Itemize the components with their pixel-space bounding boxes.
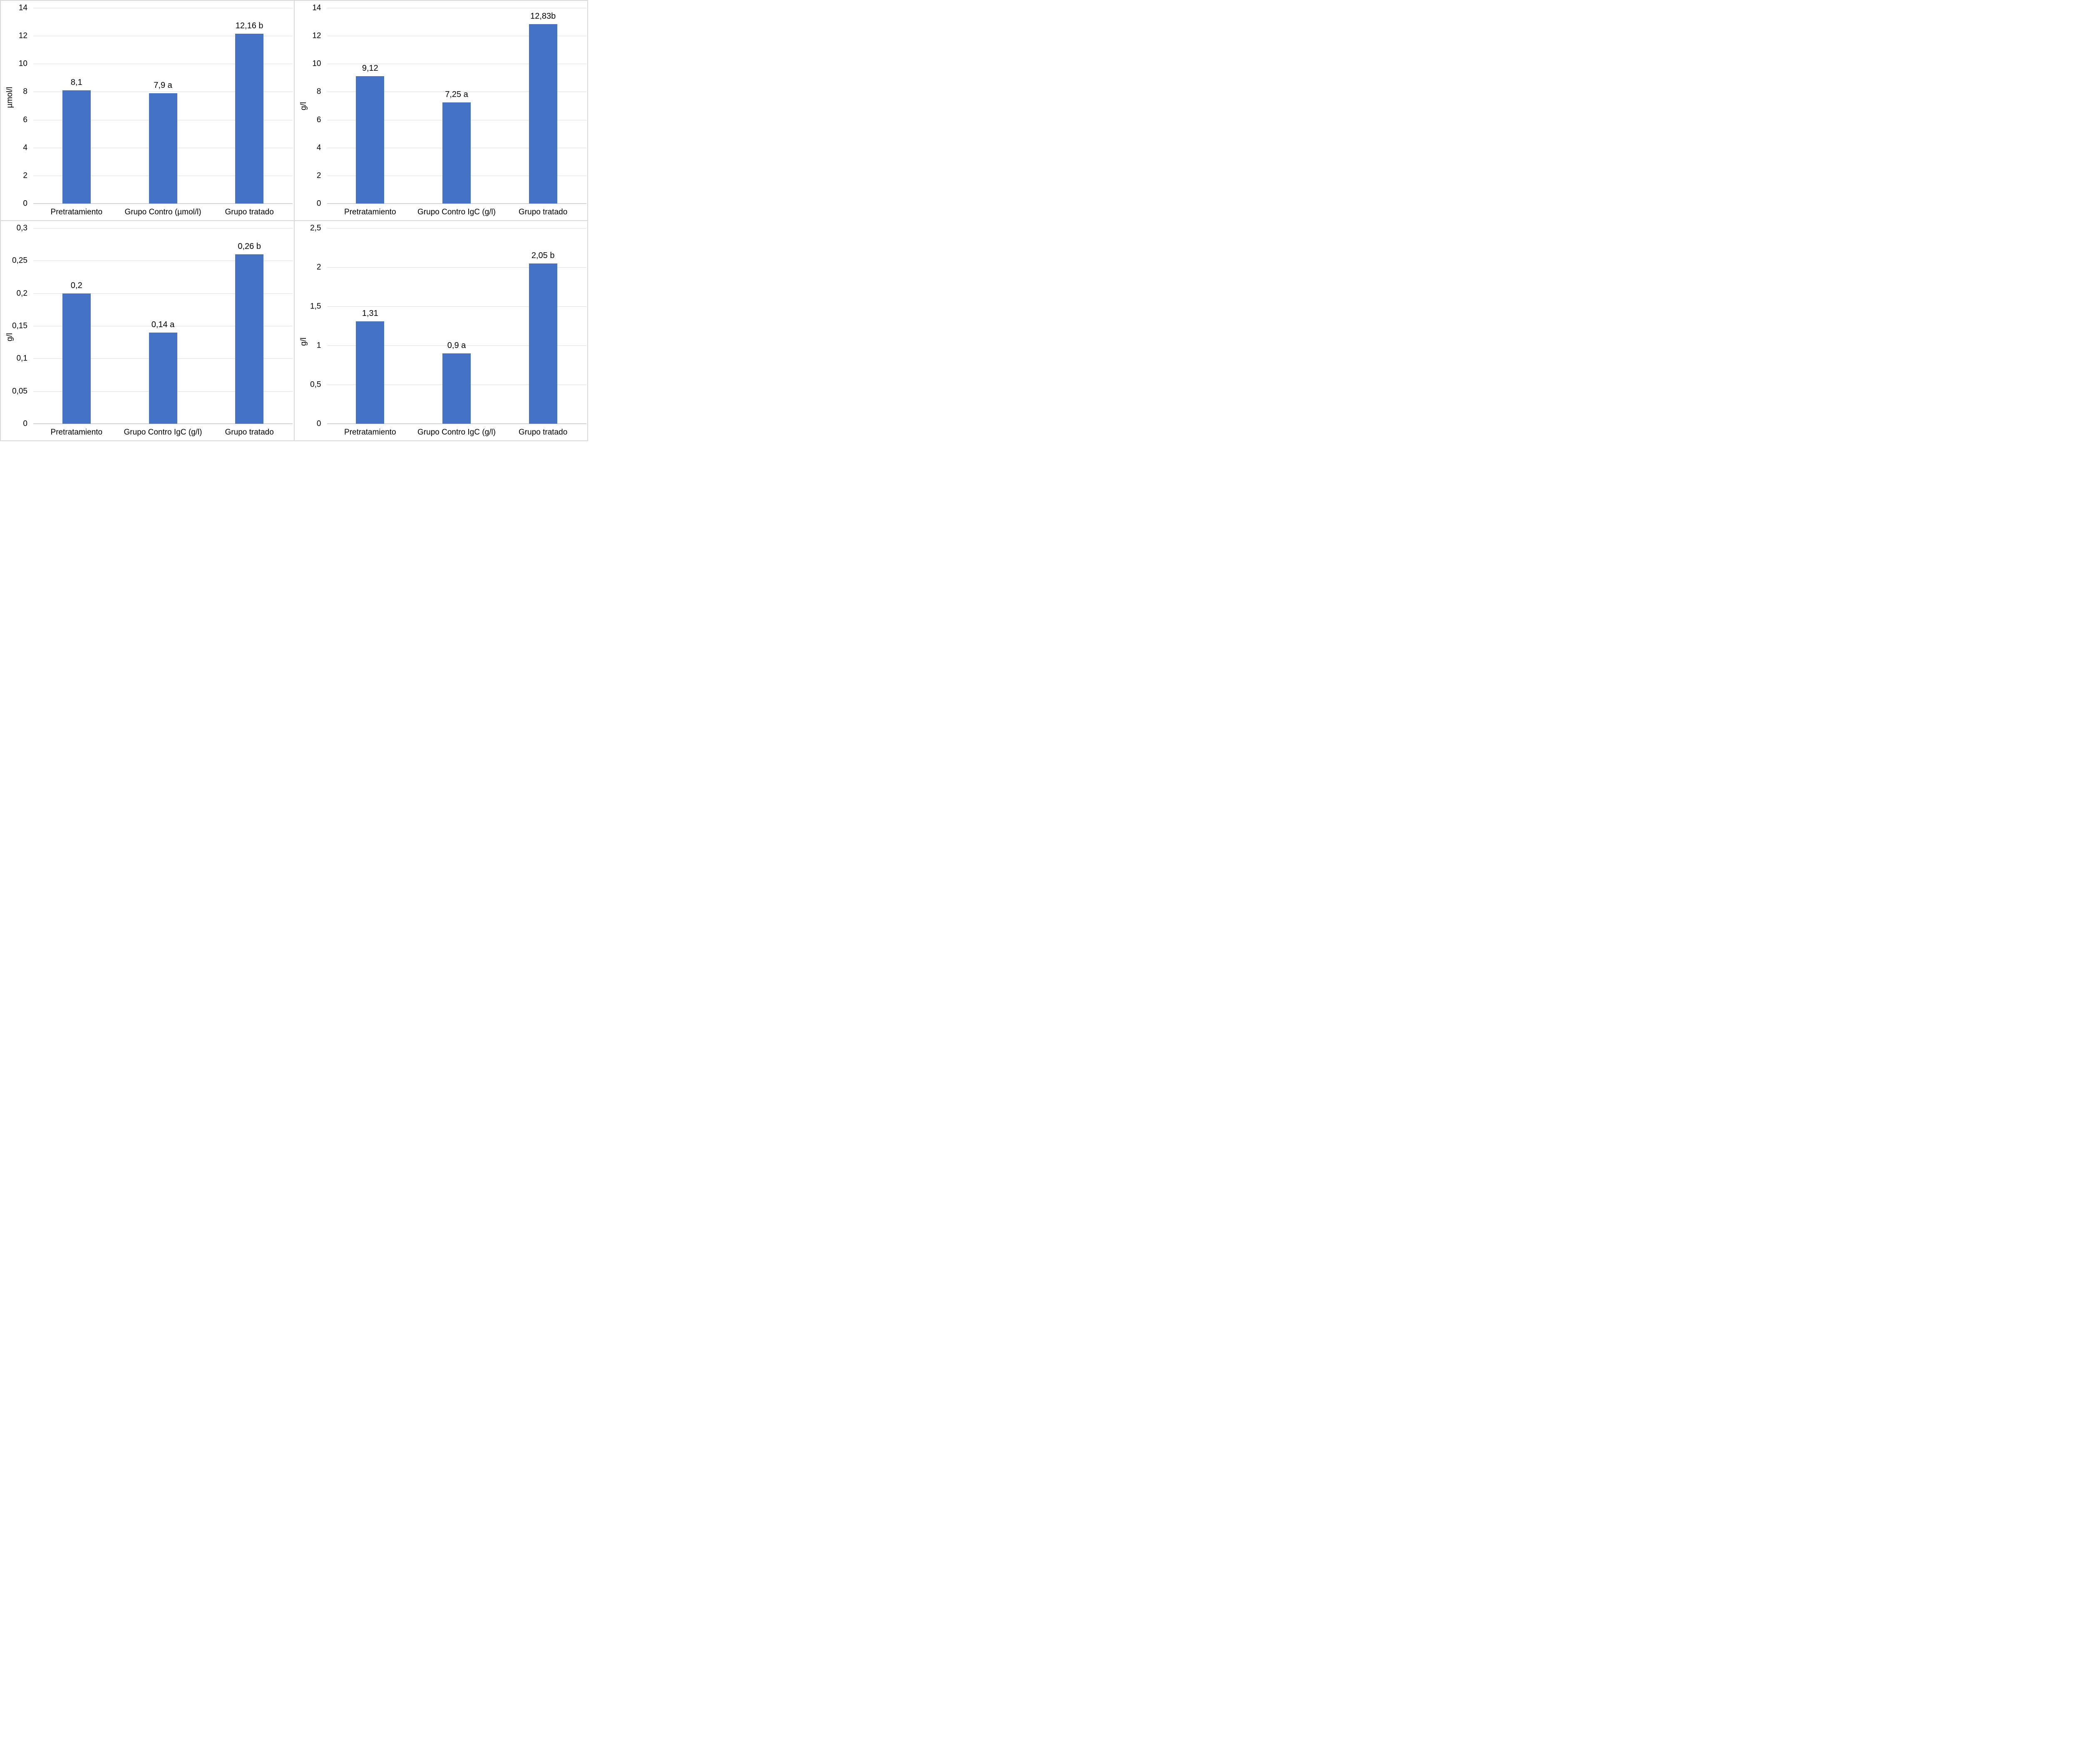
bar-value-label: 1,31 (362, 308, 378, 318)
x-axis-category-label: Grupo Contro IgC (g/l) (417, 428, 496, 437)
gridline (327, 228, 586, 229)
y-axis-tick-label: 0 (23, 419, 27, 428)
bar (356, 76, 385, 204)
bar (356, 321, 385, 424)
bar-value-label: 0,9 a (447, 340, 466, 350)
y-axis-tick-label: 8 (316, 87, 321, 96)
chart-panel-bottom-right: g/l 2,5 2 1,5 1 0,5 0 1,31 Pretratamiento 0,9 a Gr… (294, 221, 587, 440)
bar-value-label: 12,16 b (235, 21, 263, 30)
bar (529, 24, 557, 204)
bar (442, 102, 471, 204)
y-axis-tick-label: 12 (18, 31, 27, 40)
bar (149, 332, 177, 424)
y-axis-tick-label: 6 (23, 115, 27, 124)
bar-value-label: 0,26 b (238, 241, 261, 251)
bar-value-label: 0,14 a (151, 320, 175, 329)
bar (149, 93, 177, 204)
x-axis-category-label: Pretratamiento (344, 428, 396, 437)
gridline (33, 228, 293, 229)
x-axis-category-label: Grupo Contro (µmol/l) (124, 208, 201, 216)
bar-value-label: 7,9 a (154, 80, 172, 90)
y-axis-tick-label: 2,5 (310, 224, 321, 233)
y-axis-tick-label: 0,5 (310, 380, 321, 389)
gridline (327, 423, 586, 424)
y-axis-tick-label: 8 (23, 87, 27, 96)
y-axis-tick-label: 0,25 (12, 256, 27, 265)
y-axis-tick-label: 2 (316, 263, 321, 272)
bar (442, 353, 471, 424)
bar (235, 254, 264, 424)
bar (529, 263, 557, 424)
x-axis-category-label: Grupo tratado (519, 428, 568, 437)
y-axis-tick-label: 4 (316, 143, 321, 152)
y-axis-tick-label: 0,2 (16, 289, 27, 298)
x-axis-category-label: Grupo Contro IgC (g/l) (124, 428, 202, 437)
y-axis-title: g/l (5, 333, 14, 342)
y-axis-tick-label: 1,5 (310, 302, 321, 311)
gridline (327, 203, 586, 204)
y-axis-tick-label: 4 (23, 143, 27, 152)
gridline (33, 423, 293, 424)
chart-panel-top-right: g/l 14 12 10 8 6 4 2 0 9,12 Pretratamiento 7,25 a Gr… (294, 1, 587, 220)
y-axis-tick-label: 0 (316, 199, 321, 208)
bar (235, 33, 264, 204)
y-axis-tick-label: 10 (312, 59, 321, 68)
y-axis-tick-label: 0,1 (16, 354, 27, 363)
gridline (327, 267, 586, 268)
bar-value-label: 7,25 a (445, 89, 468, 99)
x-axis-category-label: Grupo Contro IgC (g/l) (417, 208, 496, 216)
x-axis-category-label: Grupo tratado (225, 208, 274, 216)
y-axis-tick-label: 1 (316, 341, 321, 350)
y-axis-tick-label: 12 (312, 31, 321, 40)
gridline (327, 306, 586, 307)
bar-value-label: 9,12 (362, 63, 378, 73)
y-axis-tick-label: 0,15 (12, 321, 27, 330)
x-axis-category-label: Pretratamiento (344, 208, 396, 216)
bar-value-label: 12,83b (530, 12, 556, 21)
bar-value-label: 8,1 (70, 78, 82, 87)
bar-value-label: 2,05 b (531, 251, 555, 260)
bar-value-label: 0,2 (70, 281, 82, 290)
y-axis-tick-label: 0,05 (12, 387, 27, 396)
y-axis-tick-label: 0 (316, 419, 321, 428)
bar (62, 293, 91, 424)
x-axis-category-label: Grupo tratado (519, 208, 568, 216)
y-axis-tick-label: 10 (18, 59, 27, 68)
y-axis-tick-label: 14 (312, 3, 321, 12)
gridline (33, 203, 293, 204)
y-axis-tick-label: 0,3 (16, 224, 27, 233)
y-axis-tick-label: 0 (23, 199, 27, 208)
x-axis-category-label: Pretratamiento (50, 208, 103, 216)
y-axis-tick-label: 2 (316, 171, 321, 180)
chart-panel-bottom-left: g/l 0,3 0,25 0,2 0,15 0,1 0,05 0 0,2 Pretratamien… (1, 221, 294, 440)
x-axis-category-label: Grupo tratado (225, 428, 274, 437)
y-axis-title: g/l (299, 102, 308, 110)
y-axis-tick-label: 14 (18, 3, 27, 12)
gridline (327, 345, 586, 346)
bar (62, 90, 91, 204)
y-axis-tick-label: 6 (316, 115, 321, 124)
y-axis-tick-label: 2 (23, 171, 27, 180)
gridline (33, 293, 293, 294)
x-axis-category-label: Pretratamiento (50, 428, 103, 437)
